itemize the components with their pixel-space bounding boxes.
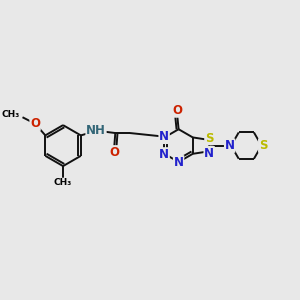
Text: S: S	[205, 131, 213, 145]
Text: N: N	[159, 148, 169, 161]
Text: NH: NH	[86, 124, 106, 137]
Text: N: N	[159, 130, 169, 143]
Text: N: N	[174, 156, 184, 169]
Text: CH₃: CH₃	[54, 178, 72, 187]
Text: N: N	[225, 139, 235, 152]
Text: O: O	[172, 104, 182, 117]
Text: O: O	[109, 146, 119, 159]
Text: N: N	[204, 147, 214, 160]
Text: O: O	[30, 117, 40, 130]
Text: S: S	[259, 139, 267, 152]
Text: CH₃: CH₃	[2, 110, 20, 119]
